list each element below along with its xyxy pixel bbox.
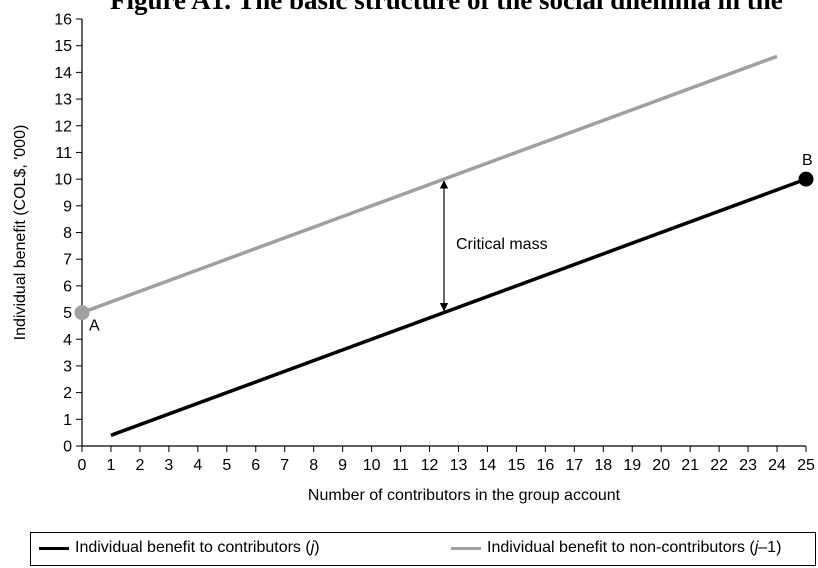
y-tick-label: 2 bbox=[63, 385, 72, 402]
legend-item-non-contributors: Individual benefit to non-contributors (… bbox=[451, 539, 781, 557]
y-tick-label: 0 bbox=[63, 439, 72, 456]
x-tick-label: 17 bbox=[565, 457, 583, 474]
y-tick-label: 3 bbox=[63, 358, 72, 375]
y-tick-label: 8 bbox=[63, 225, 72, 242]
x-tick-label: 0 bbox=[78, 457, 87, 474]
y-tick-label: 15 bbox=[54, 38, 72, 55]
figure-title: Figure A1. The basic structure of the so… bbox=[0, 0, 818, 16]
x-tick-label: 5 bbox=[222, 457, 231, 474]
x-tick-label: 20 bbox=[652, 457, 670, 474]
legend-swatch-non-contributors bbox=[451, 546, 481, 550]
x-tick-label: 13 bbox=[450, 457, 468, 474]
x-tick-label: 22 bbox=[710, 457, 728, 474]
y-tick-label: 6 bbox=[63, 278, 72, 295]
x-axis-title: Number of contributors in the group acco… bbox=[308, 487, 621, 504]
x-tick-label: 25 bbox=[797, 457, 815, 474]
series-line-contributors bbox=[110, 177, 807, 437]
x-tick-label: 4 bbox=[193, 457, 202, 474]
x-tick-label: 18 bbox=[594, 457, 612, 474]
figure-title-text: Figure A1. The basic structure of the so… bbox=[110, 0, 783, 15]
y-tick-label: 7 bbox=[63, 252, 72, 269]
series-lines bbox=[81, 54, 807, 437]
y-tick-label: 9 bbox=[63, 198, 72, 215]
y-tick-label: 11 bbox=[55, 145, 72, 162]
y-tick-label: 10 bbox=[54, 172, 72, 189]
x-tick-label: 23 bbox=[739, 457, 757, 474]
x-tick-label: 19 bbox=[623, 457, 641, 474]
legend: Individual benefit to contributors (j) I… bbox=[30, 532, 816, 566]
legend-item-contributors: Individual benefit to contributors (j) bbox=[39, 539, 320, 557]
x-tick-label: 8 bbox=[309, 457, 318, 474]
y-axis-title: Individual benefit (COL$, '000) bbox=[12, 125, 29, 341]
x-axis-ticks: 0 1 2 3 4 5 6 7 8 9 10 11 12 13 14 15 16 17 18 19 20 21 22 23 24… bbox=[78, 446, 815, 474]
x-tick-label: 2 bbox=[135, 457, 144, 474]
legend-label-non-contributors: Individual benefit to non-contributors (… bbox=[487, 539, 782, 556]
y-tick-label: 13 bbox=[54, 92, 72, 109]
labeled-points: AB bbox=[74, 152, 814, 335]
x-tick-label: 10 bbox=[363, 457, 381, 474]
x-tick-label: 1 bbox=[107, 457, 116, 474]
point-label-a: A bbox=[89, 318, 100, 335]
point-b bbox=[798, 171, 814, 187]
y-tick-label: 16 bbox=[54, 12, 72, 29]
y-tick-label: 5 bbox=[63, 305, 72, 322]
legend-swatch-contributors bbox=[39, 546, 69, 550]
x-tick-label: 9 bbox=[338, 457, 347, 474]
y-tick-label: 1 bbox=[63, 412, 72, 429]
x-tick-label: 24 bbox=[768, 457, 786, 474]
y-tick-label: 12 bbox=[54, 118, 72, 135]
y-tick-label: 4 bbox=[63, 332, 72, 349]
x-tick-label: 14 bbox=[479, 457, 497, 474]
x-tick-label: 11 bbox=[392, 457, 409, 474]
x-tick-label: 16 bbox=[536, 457, 554, 474]
x-tick-label: 21 bbox=[681, 457, 699, 474]
critical-mass-label: Critical mass bbox=[456, 236, 548, 253]
x-tick-label: 3 bbox=[164, 457, 173, 474]
point-label-b: B bbox=[802, 152, 813, 169]
x-tick-label: 7 bbox=[280, 457, 289, 474]
y-tick-label: 14 bbox=[54, 65, 72, 82]
x-tick-label: 6 bbox=[251, 457, 260, 474]
x-tick-label: 15 bbox=[508, 457, 526, 474]
x-tick-label: 12 bbox=[421, 457, 439, 474]
point-a bbox=[74, 305, 90, 321]
series-line-non-contributors bbox=[81, 54, 778, 315]
legend-label-contributors: Individual benefit to contributors (j) bbox=[75, 539, 320, 556]
